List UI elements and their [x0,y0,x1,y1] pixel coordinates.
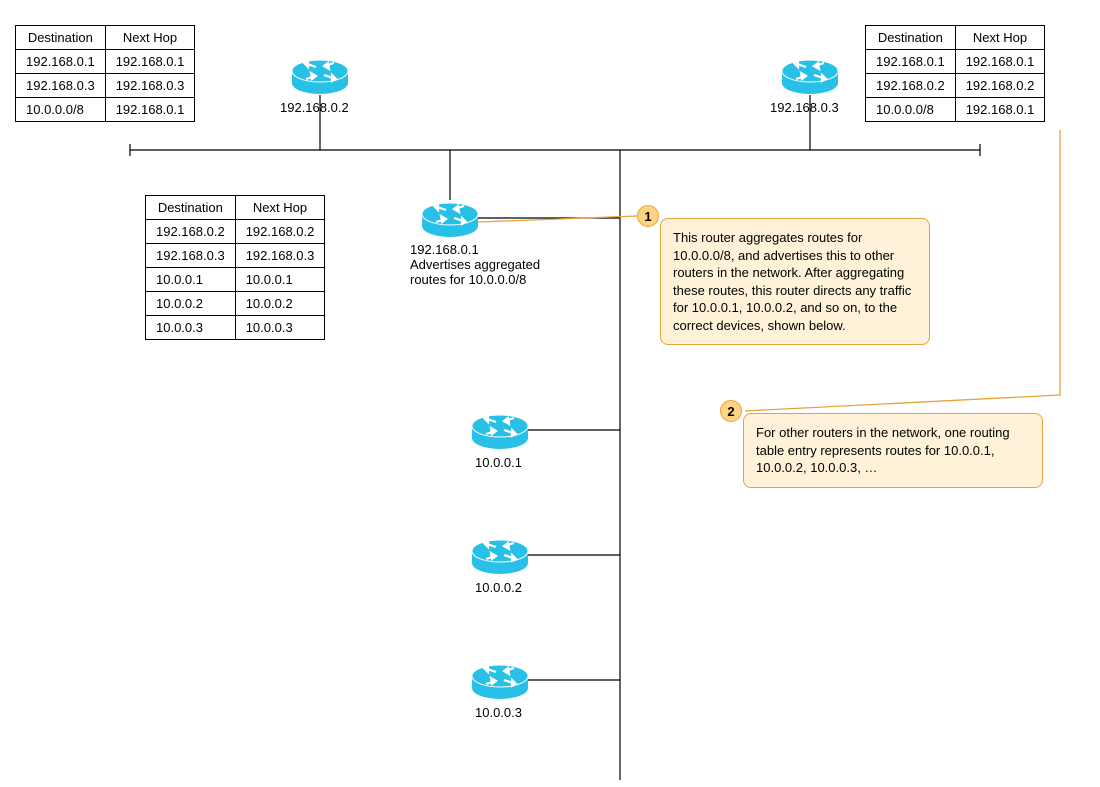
table-header: Destination [146,196,236,220]
table-cell: 192.168.0.3 [105,74,195,98]
table-row: 10.0.0.210.0.0.2 [146,292,325,316]
router-label: 10.0.0.3 [475,705,522,720]
table-row: 192.168.0.2192.168.0.2 [146,220,325,244]
table-cell: 192.168.0.1 [105,98,195,122]
router-icon [292,60,348,94]
table-cell: 10.0.0.2 [235,292,325,316]
table-cell: 192.168.0.1 [955,98,1045,122]
table-header: Destination [16,26,106,50]
table-row: 10.0.0.310.0.0.3 [146,316,325,340]
router-label: 192.168.0.3 [770,100,839,115]
table-row: 192.168.0.3192.168.0.3 [16,74,195,98]
table-header: Next Hop [105,26,195,50]
table-cell: 192.168.0.1 [16,50,106,74]
table-cell: 10.0.0.0/8 [866,98,956,122]
callout-badge-2: 2 [720,400,742,422]
table-row: 10.0.0.0/8192.168.0.1 [866,98,1045,122]
router-icon [422,203,478,237]
table-row: 192.168.0.1192.168.0.1 [866,50,1045,74]
table-row: 192.168.0.2192.168.0.2 [866,74,1045,98]
table-cell: 10.0.0.0/8 [16,98,106,122]
router-icon [472,415,528,449]
router-label: 10.0.0.1 [475,455,522,470]
routing-table-left: DestinationNext Hop192.168.0.1192.168.0.… [15,25,195,122]
table-cell: 192.168.0.3 [235,244,325,268]
table-cell: 192.168.0.2 [146,220,236,244]
routing-table-center: DestinationNext Hop192.168.0.2192.168.0.… [145,195,325,340]
table-cell: 192.168.0.3 [146,244,236,268]
table-cell: 192.168.0.2 [866,74,956,98]
table-row: 10.0.0.0/8192.168.0.1 [16,98,195,122]
table-cell: 192.168.0.1 [955,50,1045,74]
table-cell: 192.168.0.2 [955,74,1045,98]
routing-table-right: DestinationNext Hop192.168.0.1192.168.0.… [865,25,1045,122]
router-icon [782,60,838,94]
table-cell: 10.0.0.3 [235,316,325,340]
callout-badge-1: 1 [637,205,659,227]
table-cell: 10.0.0.3 [146,316,236,340]
router-icon [472,665,528,699]
table-cell: 10.0.0.1 [146,268,236,292]
table-row: 10.0.0.110.0.0.1 [146,268,325,292]
table-cell: 192.168.0.2 [235,220,325,244]
table-cell: 192.168.0.3 [16,74,106,98]
table-cell: 10.0.0.1 [235,268,325,292]
callout-2: For other routers in the network, one ro… [743,413,1043,488]
table-header: Next Hop [955,26,1045,50]
table-cell: 192.168.0.1 [866,50,956,74]
table-row: 192.168.0.3192.168.0.3 [146,244,325,268]
table-header: Destination [866,26,956,50]
router-label: 10.0.0.2 [475,580,522,595]
callout-1: This router aggregates routes for 10.0.0… [660,218,930,345]
table-cell: 192.168.0.1 [105,50,195,74]
router-label: 192.168.0.2 [280,100,349,115]
table-row: 192.168.0.1192.168.0.1 [16,50,195,74]
table-header: Next Hop [235,196,325,220]
router-icon [472,540,528,574]
router-label: 192.168.0.1 Advertises aggregated routes… [410,242,580,287]
callout1-connector [478,216,637,222]
table-cell: 10.0.0.2 [146,292,236,316]
